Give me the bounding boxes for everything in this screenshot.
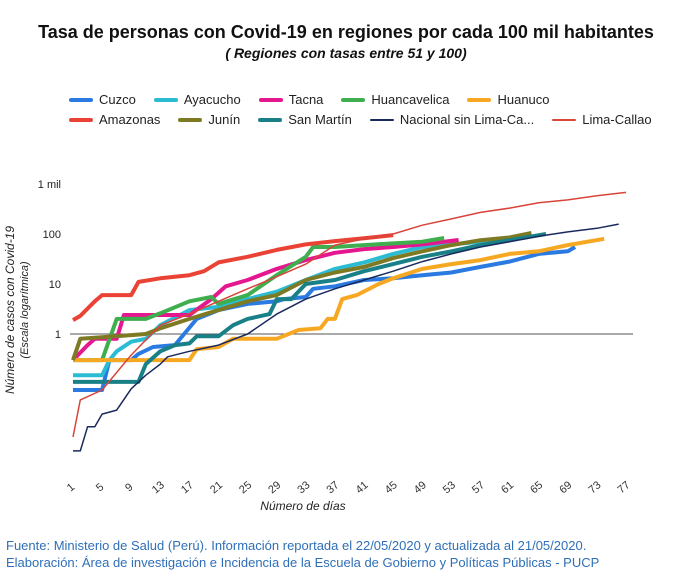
legend-swatch (258, 97, 283, 102)
x-tick-label: 5 (94, 481, 106, 494)
footer-source: Fuente: Ministerio de Salud (Perú). Info… (6, 538, 587, 553)
y-tick-label: 1 (55, 329, 61, 341)
x-tick-label: 37 (324, 479, 341, 496)
chart-subtitle: ( Regiones con tasas entre 51 y 100) (225, 45, 467, 61)
legend-swatch (258, 117, 283, 122)
series-line-huancavelica (73, 236, 445, 363)
y-axis-sublabel: (Escala logarítmica) (19, 261, 31, 359)
x-tick-label: 65 (528, 479, 545, 496)
x-tick-label: 13 (150, 479, 167, 496)
legend-swatch (467, 97, 492, 102)
x-tick-label: 73 (586, 479, 603, 496)
x-tick-label: 49 (412, 479, 429, 496)
x-tick-label: 33 (295, 479, 312, 496)
x-tick-label: 69 (557, 479, 574, 496)
x-tick-label: 41 (354, 479, 371, 496)
x-tick-label: 1 (65, 481, 77, 494)
legend-swatch (69, 117, 93, 122)
legend-item: Amazonas (69, 112, 160, 127)
series-line-nacional-sin-lima-ca- (73, 223, 619, 452)
legend-swatch (69, 97, 93, 102)
x-tick-label: 61 (499, 479, 516, 496)
legend-item: Nacional sin Lima-Ca... (369, 112, 535, 127)
series-line-huanuco (73, 236, 605, 363)
legend-item: Lima-Callao (552, 112, 652, 127)
legend-swatch (153, 97, 178, 102)
legend-swatch (369, 118, 394, 121)
legend-swatch (341, 97, 366, 102)
legend-label: Huancavelica (371, 92, 450, 107)
legend-item: Tacna (258, 92, 324, 107)
series-line-san-mart-n (73, 232, 547, 384)
legend-item: Cuzco (69, 92, 136, 107)
legend-item: Huancavelica (341, 92, 449, 107)
legend-item: San Martín (258, 112, 352, 127)
y-tick-label: 100 (43, 229, 61, 241)
footer-credit: Elaboración: Área de investigación e Inc… (6, 555, 600, 570)
legend-row: Cuzco Ayacucho Tacna Huancavelica Huanuco (69, 92, 550, 107)
legend-label: Junín (208, 112, 241, 127)
chart-title: Tasa de personas con Covid-19 en regione… (38, 22, 654, 42)
legend-row: Amazonas Junín San Martín Nacional sin Lima… (69, 112, 652, 127)
x-tick-label: 57 (470, 479, 487, 496)
legend-item: Ayacucho (153, 92, 241, 107)
y-tick-label: 1 mil (38, 179, 61, 191)
legend-label: San Martín (288, 112, 352, 127)
legend-label: Lima-Callao (582, 112, 652, 127)
series-line-lima-callao (72, 191, 627, 438)
x-tick-label: 21 (208, 479, 225, 496)
legend-item: Huanuco (467, 92, 550, 107)
y-tick-label: 10 (49, 279, 61, 291)
series-line-jun-n (71, 230, 532, 361)
legend-label: Huanuco (497, 92, 550, 107)
legend-label: Ayacucho (183, 92, 241, 107)
x-tick-label: 53 (441, 479, 458, 496)
legend-label: Amazonas (99, 112, 161, 127)
series-line-amazonas (72, 233, 394, 322)
x-tick-label: 25 (237, 479, 254, 496)
y-axis-label: Número de casos con Covid-19 (3, 226, 17, 394)
legend-item: Junín (178, 112, 240, 127)
legend-swatch (178, 117, 203, 122)
x-tick-label: 29 (266, 479, 283, 496)
x-tick-label: 17 (179, 479, 196, 496)
x-axis-label: Número de días (260, 499, 345, 513)
x-tick-label: 77 (616, 479, 633, 496)
legend-label: Cuzco (99, 92, 136, 107)
legend-label: Nacional sin Lima-Ca... (399, 112, 535, 127)
legend-swatch (552, 118, 577, 121)
series-line-ayacucho (73, 236, 518, 378)
x-tick-label: 9 (123, 481, 135, 494)
x-tick-label: 45 (383, 479, 400, 496)
legend-label: Tacna (288, 92, 324, 107)
